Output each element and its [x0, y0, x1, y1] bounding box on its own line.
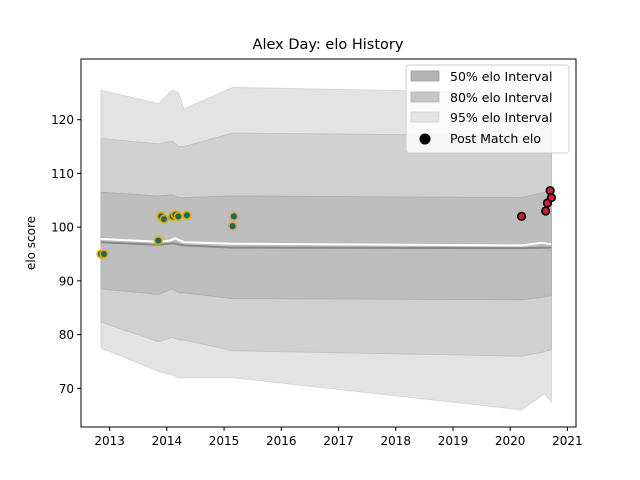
legend-marker-post-match — [419, 133, 431, 145]
legend-swatch-50 — [410, 70, 440, 82]
x-tick-label-1: 2014 — [152, 434, 183, 448]
legend-swatch-80 — [410, 91, 440, 103]
chart-title: Alex Day: elo History — [253, 37, 404, 53]
legend-swatch-95 — [410, 111, 440, 123]
post-match-point-0-7 — [173, 211, 183, 221]
x-tick-label-2: 2015 — [209, 434, 240, 448]
y-axis: 70 80 90 100 110 120 — [51, 113, 81, 396]
legend-label-80: 80% elo Interval — [450, 90, 552, 105]
x-axis: 2013 2014 2015 2016 2017 2018 2019 2020 2021 — [94, 427, 583, 448]
post-match-points — [96, 186, 557, 259]
x-tick-label-7: 2020 — [495, 434, 526, 448]
y-tick-label-4: 110 — [51, 167, 74, 181]
legend-label-50: 50% elo Interval — [450, 69, 552, 84]
x-tick-label-0: 2013 — [94, 434, 125, 448]
plot-area — [96, 86, 557, 411]
x-tick-label-5: 2018 — [380, 434, 411, 448]
x-tick-label-6: 2019 — [438, 434, 469, 448]
x-tick-label-3: 2016 — [266, 434, 297, 448]
post-match-point-0-8 — [182, 210, 192, 220]
plot-frame — [80, 58, 577, 428]
legend-box — [405, 64, 570, 154]
post-match-point-0-1 — [99, 249, 109, 259]
y-tick-label-2: 90 — [59, 274, 74, 288]
post-match-point-2-0 — [516, 211, 527, 221]
y-axis-label: elo score — [24, 216, 38, 270]
legend-label-95: 95% elo Interval — [450, 110, 552, 125]
post-match-point-1-0 — [228, 221, 238, 231]
post-match-point-2-1 — [541, 206, 551, 216]
y-tick-label-0: 70 — [59, 382, 74, 396]
post-match-point-0-2 — [153, 236, 163, 246]
x-tick-label-8: 2021 — [552, 434, 583, 448]
post-match-point-1-1 — [229, 211, 239, 221]
y-tick-label-1: 80 — [59, 328, 74, 342]
post-match-point-2-4 — [546, 193, 557, 203]
y-tick-label-5: 120 — [51, 113, 74, 127]
legend: 50% elo Interval 80% elo Interval 95% el… — [405, 64, 570, 154]
y-tick-label-3: 100 — [51, 221, 74, 235]
post-match-point-0-4 — [159, 214, 169, 224]
legend-label-post-match: Post Match elo — [450, 131, 541, 146]
x-tick-label-4: 2017 — [323, 434, 354, 448]
